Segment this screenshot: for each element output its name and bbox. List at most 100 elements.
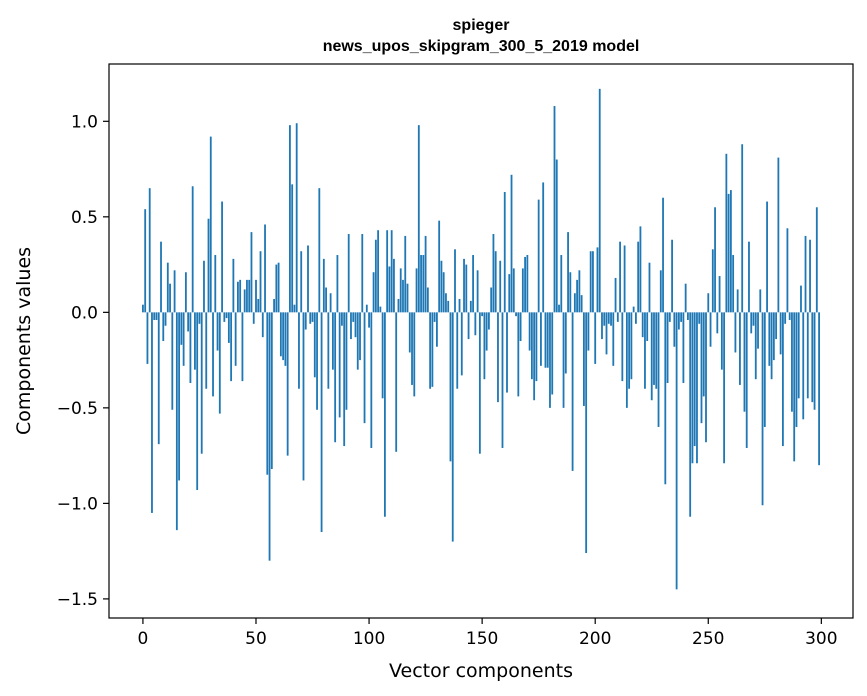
bar-component-254	[716, 312, 719, 334]
bar-component-66	[291, 184, 294, 313]
bar-component-294	[806, 312, 809, 399]
bar-component-222	[644, 312, 646, 389]
bar-component-147	[474, 312, 477, 336]
x-axis-ticks: 0 50 100 150 200 250 300	[138, 618, 838, 649]
bar-component-37	[225, 312, 228, 319]
bar-component-126	[426, 287, 429, 313]
bar-component-54	[264, 224, 266, 313]
bar-component-135	[447, 300, 450, 313]
bar-component-181	[551, 312, 554, 395]
bar-component-190	[571, 312, 574, 471]
bar-component-139	[456, 312, 459, 389]
bar-component-77	[316, 312, 318, 410]
bar-component-218	[635, 312, 637, 324]
bar-component-250	[707, 293, 710, 313]
bar-component-151	[483, 312, 486, 380]
bar-component-115	[402, 279, 404, 313]
bar-component-125	[424, 235, 427, 313]
bar-component-289	[795, 312, 798, 427]
x-tick-label: 300	[805, 629, 837, 649]
bar-component-258	[725, 153, 728, 313]
bar-component-67	[293, 304, 296, 313]
bar-component-182	[553, 106, 556, 313]
bar-component-154	[490, 287, 493, 313]
bar-component-167	[519, 312, 522, 341]
bar-component-6	[155, 312, 158, 320]
bar-component-168	[521, 268, 524, 313]
bar-component-30	[209, 136, 212, 313]
bar-component-227	[655, 312, 658, 389]
bar-component-209	[614, 277, 617, 313]
bar-component-286	[788, 312, 791, 320]
bar-component-152	[485, 312, 488, 351]
bar-component-185	[560, 255, 563, 313]
bar-component-189	[569, 272, 572, 313]
bar-component-102	[372, 272, 375, 313]
bar-component-272	[757, 312, 759, 349]
bar-component-176	[540, 312, 542, 366]
bar-component-44	[241, 312, 244, 382]
bar-component-235	[673, 312, 676, 347]
bar-component-142	[463, 258, 465, 313]
bar-component-183	[555, 159, 558, 313]
bar-component-29	[207, 218, 210, 313]
y-tick-label: −1.5	[57, 590, 98, 610]
bar-component-246	[698, 312, 701, 324]
bar-component-51	[257, 298, 260, 313]
bar-component-281	[777, 157, 780, 313]
bar-component-292	[802, 312, 805, 420]
bar-component-150	[481, 312, 484, 317]
bar-component-36	[223, 312, 226, 322]
bar-component-148	[476, 270, 479, 313]
bar-component-4	[151, 312, 153, 513]
bar-component-10	[164, 312, 167, 326]
bar-component-175	[537, 199, 540, 313]
bar-component-47	[248, 279, 251, 313]
y-tick-label: −1.0	[57, 494, 98, 514]
bar-component-81	[325, 287, 327, 313]
bar-component-285	[786, 228, 789, 313]
bar-component-262	[734, 312, 737, 353]
bar-component-45	[243, 289, 246, 313]
bar-component-298	[815, 207, 818, 313]
bar-component-231	[664, 312, 667, 485]
bar-component-263	[736, 289, 739, 313]
bar-component-39	[230, 312, 233, 382]
bar-component-76	[313, 312, 316, 378]
bar-component-134	[445, 293, 447, 313]
bar-component-206	[607, 312, 610, 324]
bar-component-253	[714, 207, 716, 313]
bar-component-80	[322, 258, 325, 313]
bar-component-220	[639, 226, 642, 313]
bar-component-293	[804, 235, 807, 313]
x-tick-label: 50	[245, 629, 267, 649]
bar-component-73	[307, 245, 309, 313]
bar-component-197	[587, 312, 590, 351]
bar-component-38	[227, 312, 230, 343]
bar-component-199	[592, 251, 594, 313]
bar-component-232	[666, 312, 669, 384]
bar-component-238	[680, 312, 683, 322]
bar-component-173	[533, 312, 536, 401]
bar-component-295	[809, 239, 811, 313]
bar-component-85	[334, 312, 337, 443]
bar-component-216	[630, 312, 633, 380]
bar-component-91	[347, 234, 350, 313]
bar-component-245	[696, 312, 698, 464]
bar-component-92	[350, 312, 352, 340]
bar-component-221	[641, 312, 644, 338]
bar-component-228	[657, 312, 660, 427]
bar-component-113	[397, 298, 400, 313]
bar-component-233	[668, 312, 671, 322]
bar-component-7	[157, 312, 160, 445]
bar-component-200	[594, 312, 597, 364]
bar-component-106	[381, 312, 384, 399]
bar-component-96	[359, 312, 361, 361]
plot-area-frame	[108, 63, 854, 619]
bar-component-118	[408, 312, 411, 353]
bar-component-260	[729, 190, 732, 313]
bar-component-3	[148, 188, 151, 313]
bar-component-62	[282, 312, 285, 361]
bar-component-35	[221, 201, 223, 313]
bar-component-25	[198, 312, 201, 324]
